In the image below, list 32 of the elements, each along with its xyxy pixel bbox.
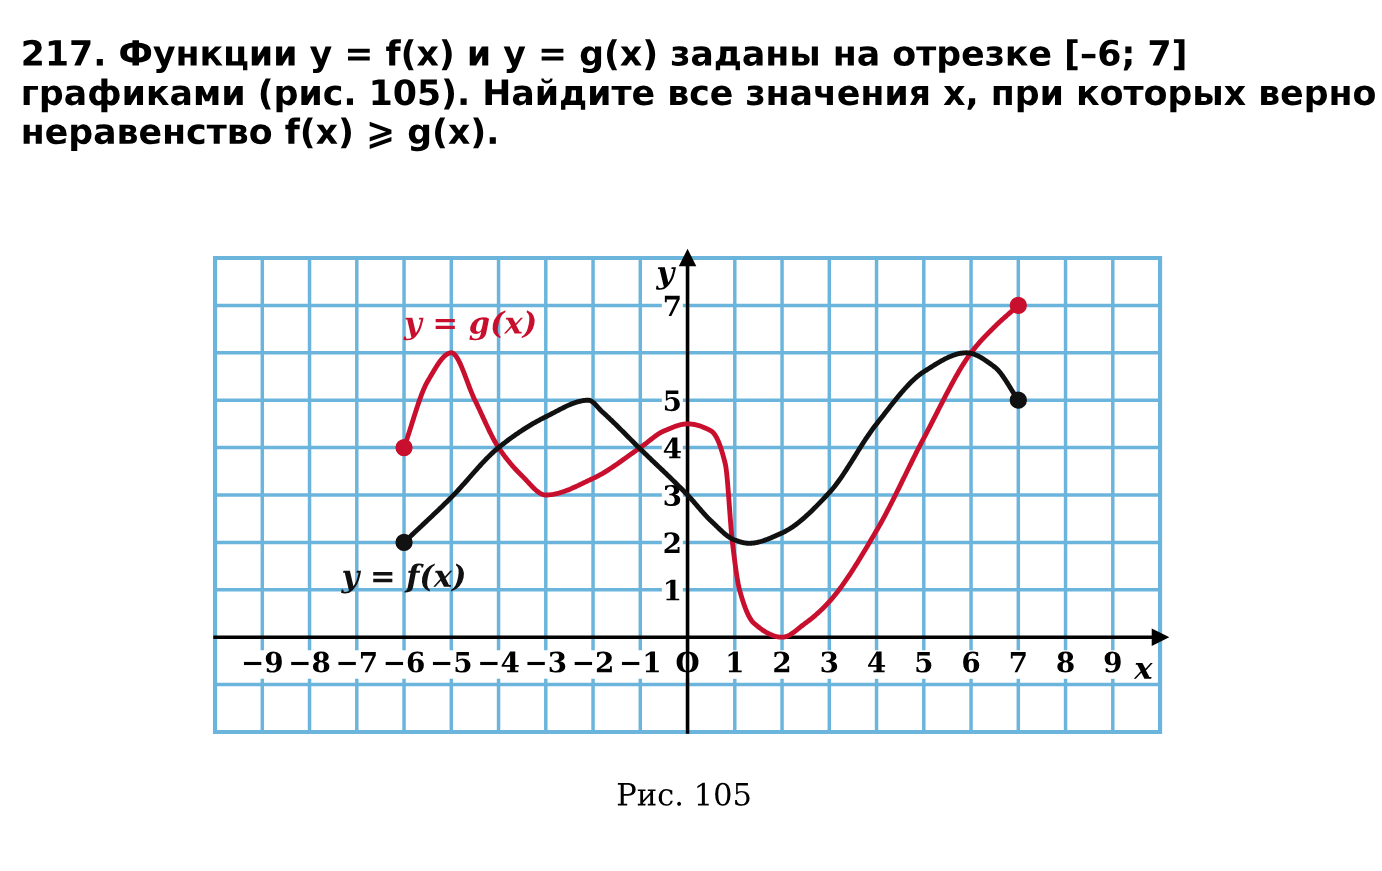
- x-tick-label: 4: [868, 651, 886, 673]
- text: Рис. 105: [617, 782, 750, 806]
- x-tick-label: −1: [621, 651, 659, 673]
- x-tick-label: −5: [432, 651, 471, 673]
- y-tick-label: 7: [664, 295, 680, 316]
- y-tick-label: 3: [664, 484, 681, 506]
- point: [395, 533, 413, 552]
- x-tick-label: −7: [338, 651, 376, 673]
- x-tick-label: 7: [1010, 651, 1026, 673]
- y-tick-label: 2: [664, 532, 680, 553]
- y-tick-label: 5: [664, 390, 680, 412]
- x-tick-label: 1: [728, 651, 742, 673]
- point: [1009, 296, 1027, 315]
- x-tick-label: −3: [527, 651, 566, 673]
- point: [395, 438, 413, 457]
- y-tick-label: 1: [666, 579, 680, 601]
- x-tick-label: 3: [821, 651, 838, 673]
- x-tick-label: 5: [916, 651, 932, 673]
- x-tick-label: −8: [291, 651, 330, 673]
- x-tick-label: −2: [574, 651, 612, 673]
- y-tick-label: 4: [663, 437, 681, 459]
- x-tick-label: −4: [480, 651, 519, 673]
- x-axis-title: x: [1133, 663, 1153, 679]
- chart-title: 217. Функции y = f(x) и y = g(x) заданы на отрезке [–6; 7] графиками (рис. 105). Найдите все значения x, при которых верно неравенство f(x) ⩾ g(x).: [23, 39, 1375, 152]
- x-tick-label: 9: [1104, 651, 1121, 673]
- x-tick-label: −9: [243, 651, 282, 673]
- x-tick-label: −6: [385, 651, 424, 673]
- x-tick-label: 2: [774, 651, 790, 673]
- x-tick-label: 6: [963, 651, 980, 673]
- y-axis-title: y: [655, 267, 676, 290]
- x-tick-label: 8: [1057, 651, 1074, 673]
- point: [1009, 391, 1027, 409]
